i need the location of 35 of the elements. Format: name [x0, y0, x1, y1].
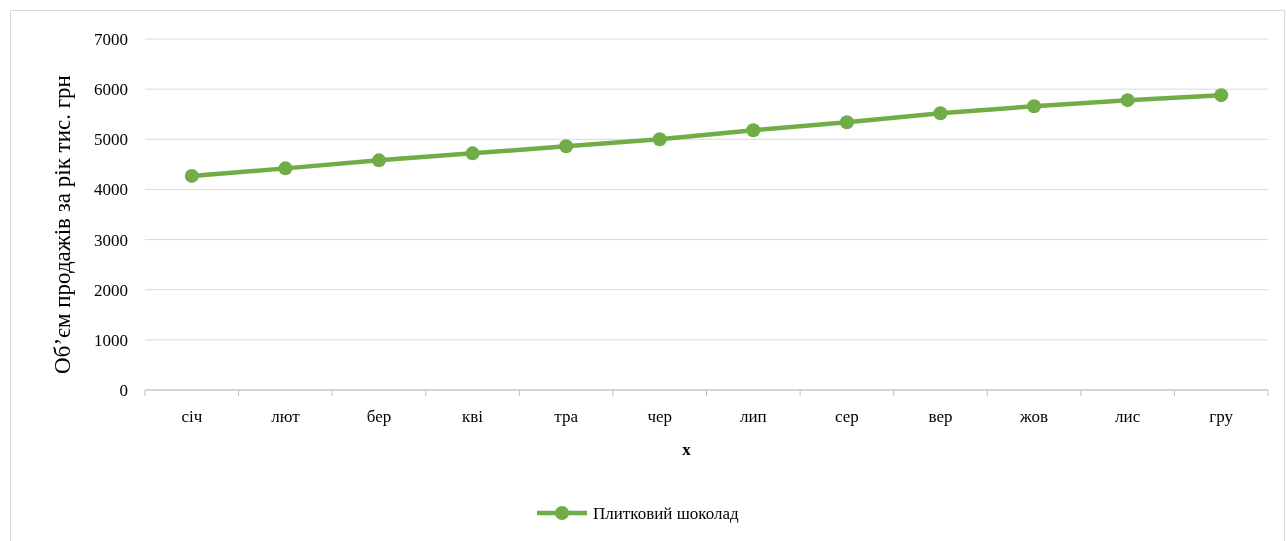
legend-label: Плитковий шоколад	[593, 503, 739, 523]
x-tick-label: кві	[462, 407, 484, 426]
y-tick-label: 0	[119, 380, 128, 400]
y-tick-label: 1000	[94, 330, 128, 350]
point	[839, 115, 854, 130]
x-tick-label: лют	[271, 407, 301, 426]
x-tick-label: бер	[366, 407, 392, 426]
y-tick-label: 5000	[94, 130, 128, 150]
point	[184, 168, 199, 183]
point	[278, 161, 293, 176]
x-tick-label: лис	[1115, 407, 1141, 426]
point	[1214, 88, 1229, 103]
x-tick-label: гру	[1209, 407, 1234, 426]
point	[1120, 93, 1135, 108]
y-axis-title: Об’єм продажів за рік тис. грн	[50, 75, 75, 374]
point	[1027, 99, 1042, 114]
point	[559, 139, 574, 154]
y-tick-label: 2000	[94, 280, 128, 300]
x-tick-label: жов	[1019, 407, 1048, 426]
y-tick-label: 3000	[94, 230, 128, 250]
y-tick-label: 4000	[94, 180, 128, 200]
point	[746, 123, 761, 138]
x-tick-label: січ	[181, 407, 203, 426]
x-axis-title: x	[682, 440, 692, 459]
x-tick-label: сер	[834, 407, 859, 426]
x-tick-label: тра	[554, 407, 579, 426]
y-tick-label: 7000	[94, 29, 128, 49]
point	[371, 153, 386, 168]
point	[652, 132, 667, 147]
x-tick-label: лип	[739, 407, 767, 426]
point	[933, 106, 948, 121]
point	[465, 146, 480, 161]
x-tick-label: вер	[928, 407, 953, 426]
x-tick-label: чер	[647, 407, 673, 426]
y-tick-label: 6000	[94, 80, 128, 100]
